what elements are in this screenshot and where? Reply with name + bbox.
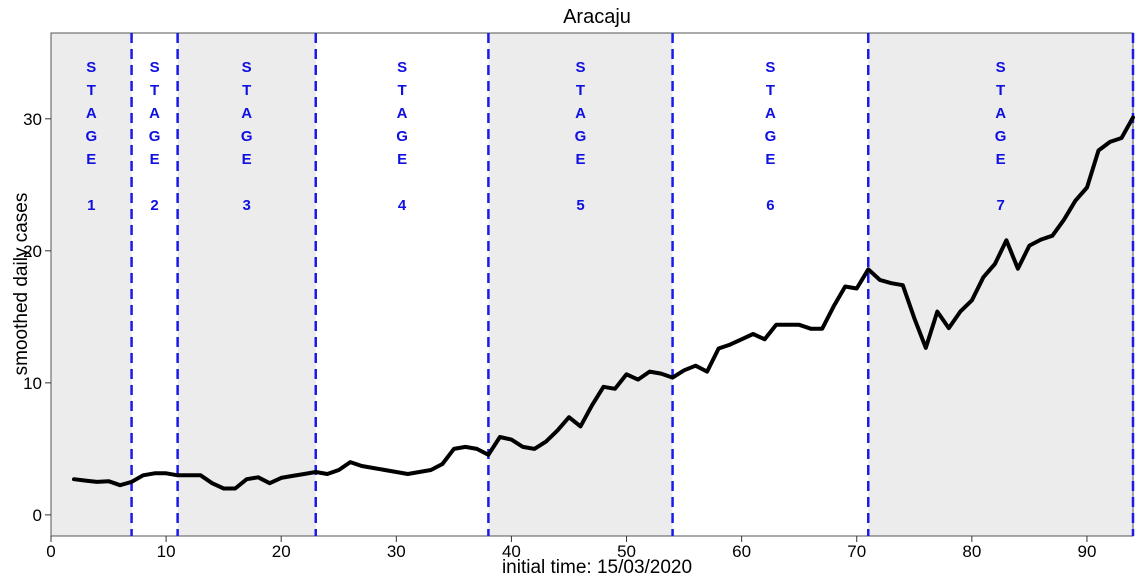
stage-5-shade	[488, 33, 673, 536]
stage-2-number: 2	[150, 197, 158, 214]
stage-1-shade	[51, 33, 132, 536]
x-tick-label: 70	[847, 542, 866, 561]
data-series	[72, 115, 1135, 491]
x-axis-label: initial time: 15/03/2020	[502, 557, 692, 578]
x-tick-label: 90	[1077, 542, 1096, 561]
plot-frame	[50, 32, 1134, 537]
x-tick-label: 0	[46, 542, 55, 561]
stage-labels: S T A G E 1 S T A G E 2 S T A G E 3 S T A G E 4 S T A G E 5 S T A G E 6 S T A G…	[85, 59, 1006, 214]
stage-3-number: 3	[243, 197, 251, 214]
stage-3-shade	[177, 33, 316, 536]
y-tick-label: 20	[23, 242, 42, 261]
x-tick-label: 50	[617, 542, 636, 561]
x-tick-label: 10	[157, 542, 176, 561]
y-tick-label: 10	[23, 374, 42, 393]
y-tick-label: 30	[23, 110, 42, 129]
stage-7-number: 7	[996, 197, 1004, 214]
x-tick-label: 80	[962, 542, 981, 561]
stage-5-number: 5	[576, 197, 584, 214]
stage-6-number: 6	[766, 197, 774, 214]
stage-shading	[51, 33, 1133, 536]
x-tick-label: 60	[732, 542, 751, 561]
stage-1-number: 1	[87, 197, 95, 214]
stage-4-number: 4	[398, 197, 407, 214]
x-axis: 0 10 20 30 40 50 60 70 80 90	[46, 536, 1096, 561]
y-axis-label: smoothed daily cases	[11, 193, 32, 376]
y-tick-label: 0	[33, 506, 42, 525]
stage-7-shade	[868, 33, 1133, 536]
y-axis: 0 10 20 30	[23, 110, 51, 525]
x-tick-label: 20	[272, 542, 291, 561]
x-tick-label: 40	[502, 542, 521, 561]
x-tick-label: 30	[387, 542, 406, 561]
series-line-1	[72, 115, 1135, 491]
chart-title: Aracaju	[563, 6, 631, 28]
